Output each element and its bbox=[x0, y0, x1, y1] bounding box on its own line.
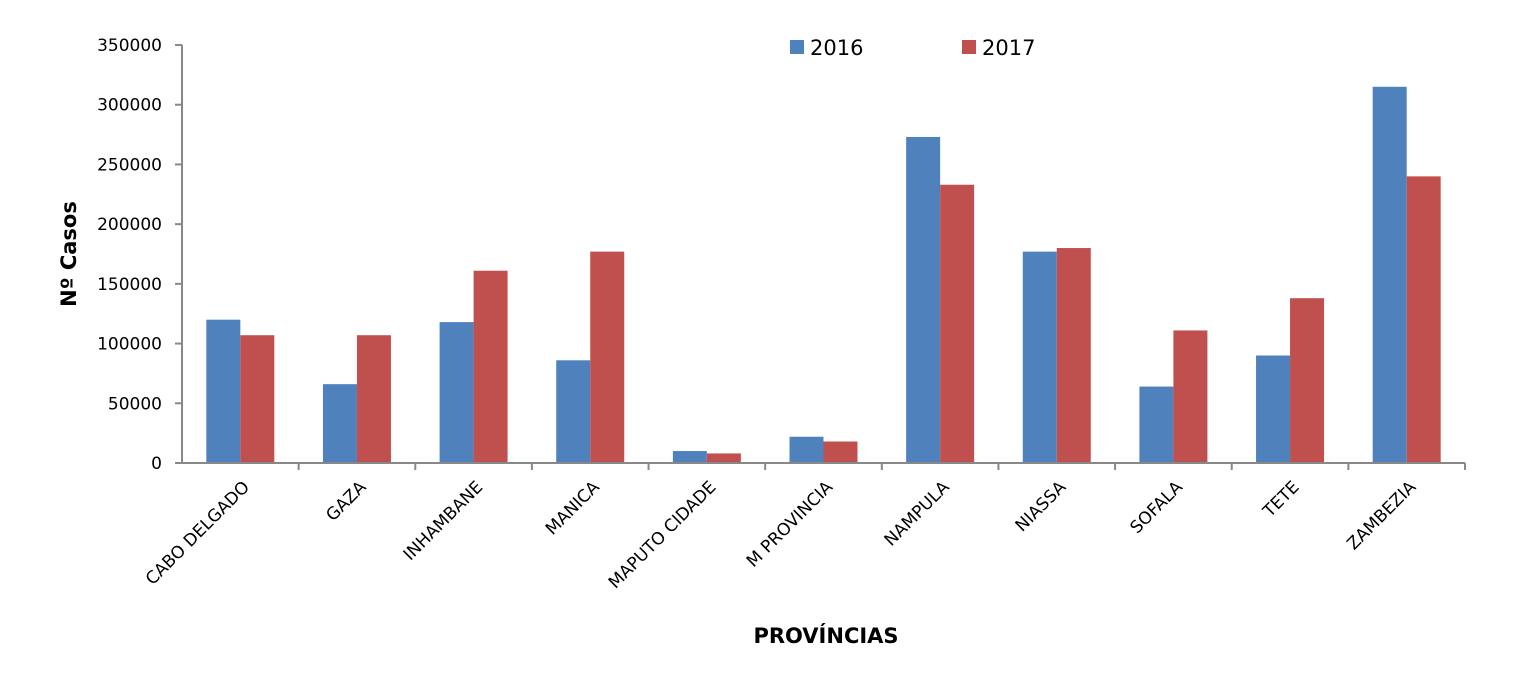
bar bbox=[1139, 386, 1174, 463]
bar bbox=[473, 270, 508, 463]
bar bbox=[672, 451, 707, 463]
x-tick-label: SOFALA bbox=[1126, 477, 1187, 538]
x-axis-title: PROVÍNCIAS bbox=[753, 623, 898, 648]
bar bbox=[940, 184, 975, 463]
bar bbox=[356, 335, 391, 463]
bar bbox=[906, 136, 941, 463]
bar bbox=[1406, 176, 1441, 463]
x-tick-label: INHAMBANE bbox=[400, 477, 487, 564]
y-tick-label: 50000 bbox=[108, 394, 162, 414]
bar bbox=[439, 322, 474, 463]
bar bbox=[240, 335, 275, 463]
bar bbox=[322, 384, 357, 463]
y-tick-label: 0 bbox=[151, 454, 162, 474]
y-tick-label: 200000 bbox=[97, 215, 162, 235]
x-tick-label: GAZA bbox=[322, 477, 370, 525]
bar bbox=[1290, 298, 1325, 463]
bar bbox=[590, 251, 625, 463]
x-tick-label: MAPUTO CIDADE bbox=[605, 477, 720, 592]
bar bbox=[556, 360, 591, 463]
bar bbox=[1022, 251, 1057, 463]
bar bbox=[706, 453, 741, 463]
legend-label: 2016 bbox=[810, 36, 863, 60]
legend-swatch bbox=[962, 40, 976, 54]
x-tick-label: ZAMBEZIA bbox=[1343, 477, 1420, 554]
x-tick-label: MANICA bbox=[542, 477, 604, 539]
bar bbox=[823, 441, 858, 463]
x-tick-label: NAMPULA bbox=[881, 477, 954, 550]
bar bbox=[1372, 86, 1407, 464]
y-tick-label: 250000 bbox=[97, 155, 162, 175]
x-tick-label: CABO DELGADO bbox=[142, 477, 254, 589]
bar bbox=[1256, 355, 1291, 463]
y-tick-label: 350000 bbox=[97, 36, 162, 56]
legend-label: 2017 bbox=[982, 36, 1035, 60]
x-tick-label: TETE bbox=[1259, 477, 1304, 522]
x-tick-label: M PROVINCIA bbox=[743, 477, 837, 571]
bar bbox=[789, 436, 824, 463]
y-tick-label: 150000 bbox=[97, 275, 162, 295]
bar bbox=[1056, 248, 1091, 463]
legend-swatch bbox=[790, 40, 804, 54]
y-tick-label: 100000 bbox=[97, 335, 162, 355]
y-tick-label: 300000 bbox=[97, 96, 162, 116]
y-axis-title: Nº Casos bbox=[57, 201, 81, 307]
bar bbox=[206, 319, 241, 463]
x-tick-label: NIASSA bbox=[1012, 477, 1071, 536]
bar bbox=[1173, 330, 1208, 463]
